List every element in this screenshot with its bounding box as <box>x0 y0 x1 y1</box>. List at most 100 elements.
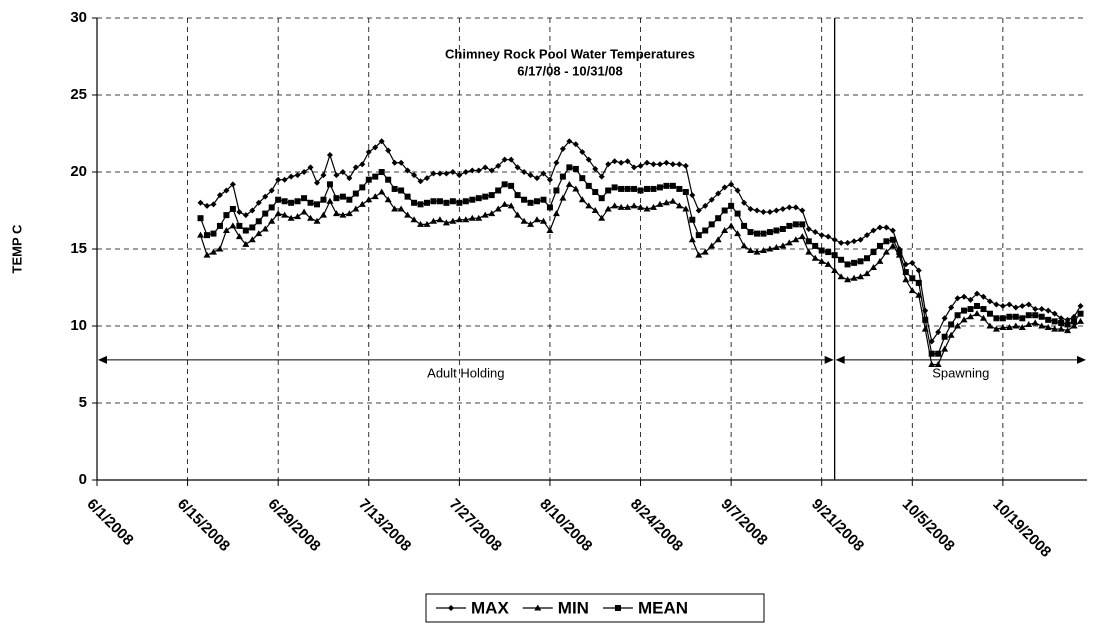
marker-square <box>941 333 948 340</box>
marker-square <box>268 204 275 211</box>
arrow-head <box>824 355 834 364</box>
marker-triangle <box>404 211 412 218</box>
x-tick-label: 8/24/2008 <box>627 496 686 555</box>
marker-triangle <box>391 205 399 212</box>
marker-square <box>915 279 922 286</box>
marker-triangle <box>986 322 994 329</box>
marker-diamond <box>566 138 573 145</box>
marker-triangle <box>565 180 573 187</box>
marker-square <box>902 269 909 276</box>
marker-square <box>650 185 657 192</box>
marker-diamond <box>812 229 819 236</box>
marker-triangle <box>766 245 774 252</box>
marker-square <box>864 255 870 262</box>
marker-triangle <box>779 242 787 249</box>
marker-diamond <box>216 192 223 199</box>
marker-triangle <box>559 194 567 201</box>
marker-triangle <box>197 231 205 238</box>
marker-triangle <box>792 236 800 243</box>
marker-triangle <box>294 213 302 220</box>
marker-triangle <box>941 345 949 352</box>
marker-triangle <box>876 257 884 264</box>
x-tick-label: 9/21/2008 <box>808 496 867 555</box>
x-tick-label: 10/19/2008 <box>989 496 1054 561</box>
marker-diamond <box>301 169 308 175</box>
marker-triangle <box>1025 320 1033 327</box>
marker-square <box>614 605 621 611</box>
marker-triangle <box>662 199 670 206</box>
marker-square <box>618 185 625 192</box>
marker-triangle <box>585 202 593 209</box>
marker-diamond <box>242 212 249 219</box>
marker-diamond <box>495 162 502 169</box>
marker-diamond <box>754 207 760 214</box>
marker-square <box>1012 313 1019 320</box>
marker-square <box>210 230 217 237</box>
marker-square <box>572 165 579 172</box>
marker-triangle <box>643 205 651 212</box>
marker-diamond <box>534 175 540 182</box>
marker-square <box>980 306 987 313</box>
marker-triangle <box>889 242 897 249</box>
marker-diamond <box>637 162 644 169</box>
marker-triangle <box>649 203 657 210</box>
marker-diamond <box>1038 306 1045 313</box>
period-label: Spawning <box>932 365 989 380</box>
marker-diamond <box>307 164 314 171</box>
marker-square <box>488 192 495 199</box>
marker-diamond <box>605 161 612 168</box>
marker-diamond <box>424 175 430 182</box>
marker-triangle <box>591 207 599 213</box>
marker-triangle <box>960 316 968 323</box>
marker-square <box>689 216 696 223</box>
y-tick-label: 30 <box>70 9 87 26</box>
marker-triangle <box>1051 325 1059 332</box>
marker-square <box>339 193 346 200</box>
marker-triangle <box>734 230 742 237</box>
marker-triangle <box>475 214 483 221</box>
marker-diamond <box>449 169 456 175</box>
marker-triangle <box>429 217 437 224</box>
marker-triangle <box>805 248 813 255</box>
marker-square <box>669 182 676 189</box>
marker-square <box>346 196 353 203</box>
marker-triangle <box>488 210 496 217</box>
marker-triangle <box>1064 327 1072 334</box>
marker-diamond <box>799 207 806 214</box>
marker-diamond <box>1045 307 1052 314</box>
marker-triangle <box>753 248 761 255</box>
marker-diamond <box>1051 310 1058 317</box>
marker-diamond <box>831 236 838 243</box>
marker-square <box>838 256 845 263</box>
marker-diamond <box>954 295 961 302</box>
marker-diamond <box>760 209 767 216</box>
marker-square <box>546 204 553 211</box>
marker-square <box>831 252 838 259</box>
marker-triangle <box>947 331 955 338</box>
marker-triangle <box>708 242 716 249</box>
marker-square <box>922 316 929 323</box>
marker-square <box>424 199 430 206</box>
marker-triangle <box>818 257 826 264</box>
marker-triangle <box>604 205 612 212</box>
marker-triangle <box>967 313 975 320</box>
y-tick-label: 10 <box>70 317 87 334</box>
marker-square <box>637 187 644 194</box>
marker-square <box>1071 318 1078 325</box>
marker-square <box>715 215 722 222</box>
marker-square <box>961 307 968 314</box>
marker-triangle <box>1018 324 1026 331</box>
marker-triangle <box>468 214 476 221</box>
marker-diamond <box>948 304 955 311</box>
marker-triangle <box>572 185 580 192</box>
marker-triangle <box>332 210 340 217</box>
marker-square <box>385 176 392 183</box>
marker-diamond <box>644 159 650 166</box>
marker-diamond <box>585 156 592 163</box>
marker-diamond <box>1064 316 1071 323</box>
marker-diamond <box>236 209 243 216</box>
marker-square <box>501 181 508 188</box>
marker-diamond <box>689 192 696 199</box>
marker-square <box>242 227 249 234</box>
marker-diamond <box>702 202 709 209</box>
